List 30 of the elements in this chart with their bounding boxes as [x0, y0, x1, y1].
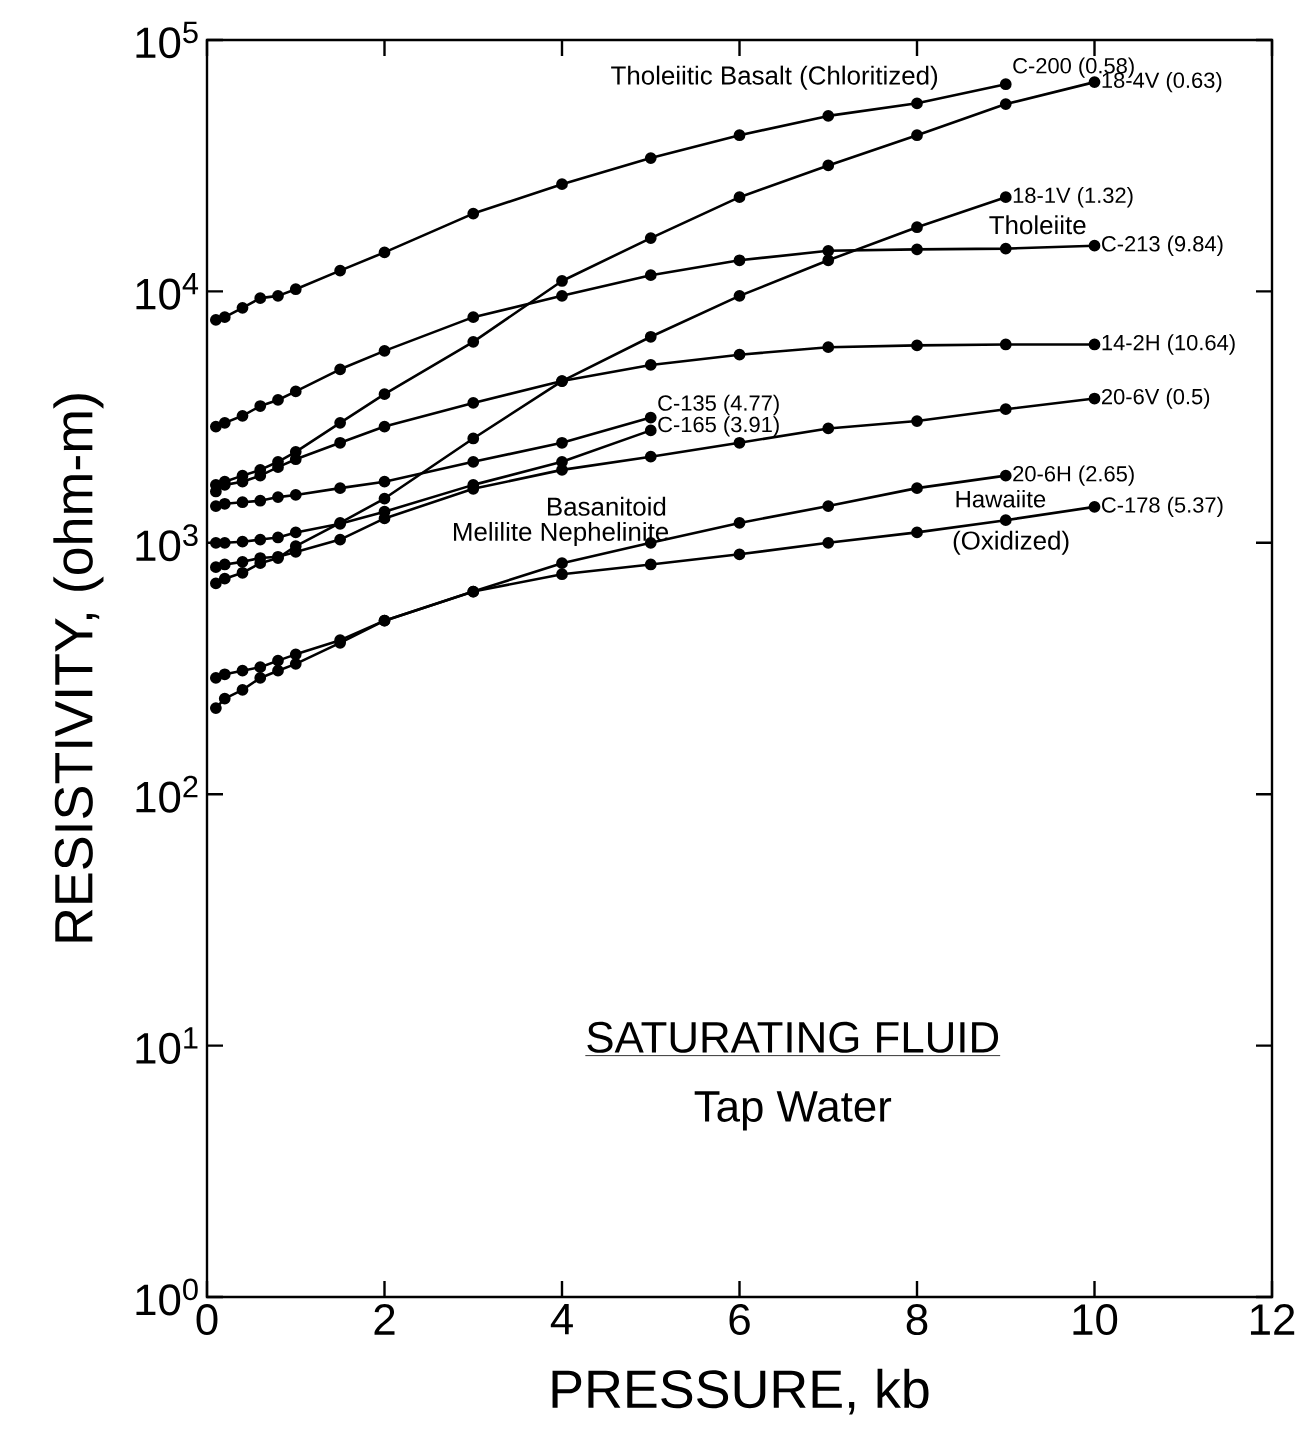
x-tick-label: 4 [550, 1304, 573, 1335]
series-label: 18-1V (1.32) [1013, 186, 1133, 208]
y-tick-label: 10$^{2}$ [136, 775, 198, 813]
x-tick-label: 0 [196, 1304, 218, 1336]
annotation: Tholeiitic Basalt (Chloritized) [611, 65, 938, 90]
series-label: C-213 (9.84) [1102, 235, 1223, 256]
annotation: Hawaiite [956, 490, 1046, 508]
series-label: C-135 (4.77) [658, 394, 779, 416]
series-label: 20-6V (0.5) [1102, 388, 1210, 409]
annotation: Tap Water [694, 1091, 892, 1131]
x-axis-title: PRESSURE, kb [552, 1368, 929, 1415]
annotation: SATURATING FLUID [587, 1021, 999, 1053]
x-tick-label: 8 [906, 1304, 928, 1336]
x-tick-label: 6 [729, 1304, 750, 1336]
series-label: 14-2H (10.64) [1102, 334, 1235, 355]
x-tick-label: 10 [1073, 1304, 1118, 1336]
annotation: Melilite Nephelinite [454, 521, 669, 547]
y-tick-label: 10$^{5}$ [136, 21, 198, 59]
y-tick-label: 10$^{1}$ [136, 1027, 198, 1064]
series-label: C-165 (3.91) [658, 416, 779, 437]
x-tick-label: 12 [1250, 1304, 1295, 1335]
annotation: Basanitoid [548, 496, 666, 516]
annotation: Tholeiite [989, 215, 1086, 235]
series-label: 20-6H (2.65) [1013, 465, 1134, 486]
y-axis-title: RESISTIVITY, (ohm-m) [53, 394, 104, 942]
annotation: (Oxidized) [953, 530, 1069, 555]
y-tick-label: 10$^{3}$ [136, 524, 198, 562]
x-tick-label: 2 [374, 1304, 395, 1335]
y-tick-label: 10$^{4}$ [136, 273, 199, 310]
series-label: C-178 (5.37) [1102, 496, 1223, 518]
